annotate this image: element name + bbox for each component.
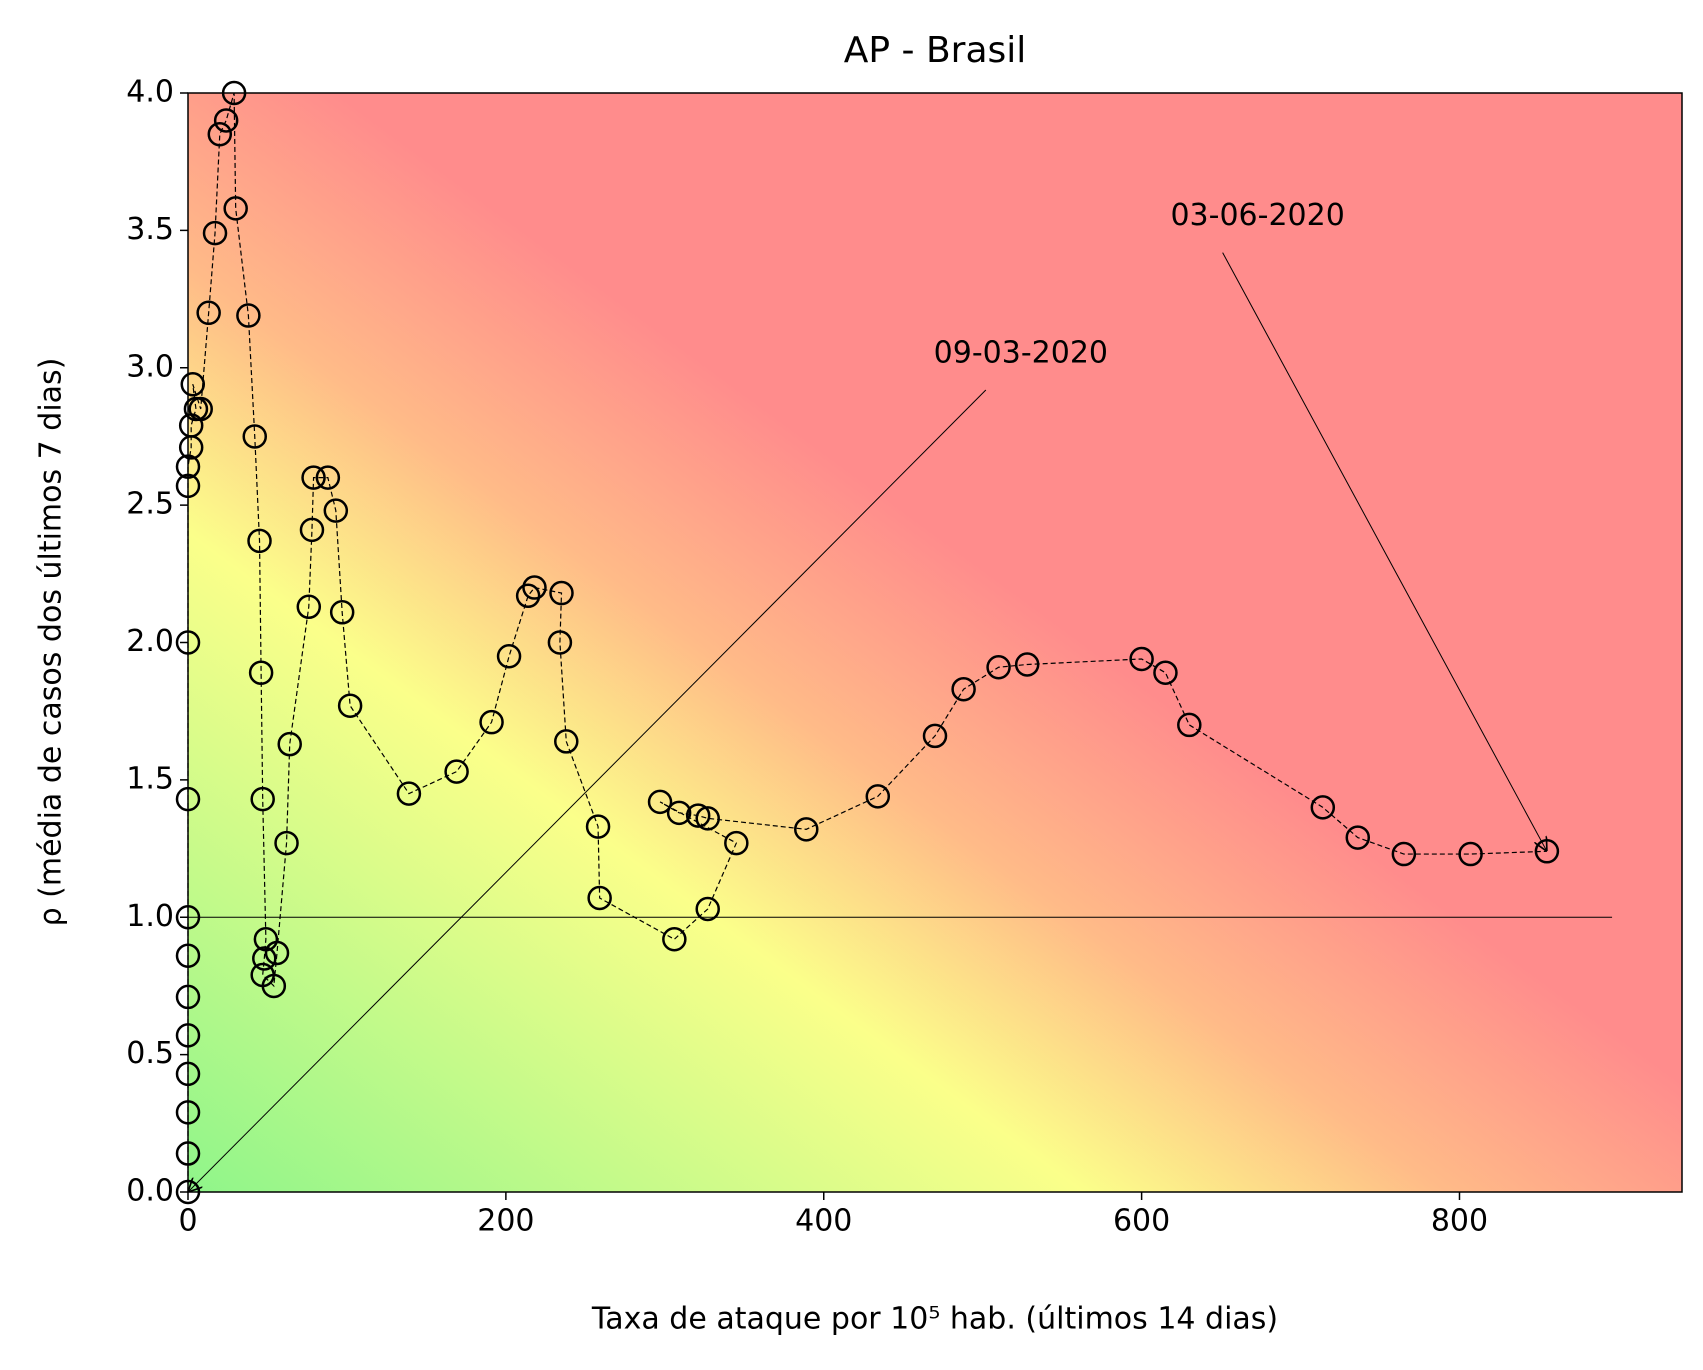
data-point [250,786,275,812]
data-point [274,830,299,856]
data-point [547,630,573,655]
data-point [724,830,749,856]
x-tick-label: 0 [178,1204,197,1239]
data-point [264,940,290,966]
data-point [1014,652,1040,677]
data-point [1391,841,1417,867]
data-point [188,396,213,422]
annotation-arrow [188,389,987,1192]
annotation-text: 09-03-2020 [934,336,1108,371]
y-tick-label: 3.0 [126,349,174,384]
data-point [252,946,277,971]
y-tick-label: 1.0 [126,899,174,934]
data-point [922,723,948,749]
data-point [444,759,469,784]
x-tick-label: 800 [1431,1204,1488,1239]
data-point [549,580,574,606]
data-point [554,729,579,754]
data-point [329,600,355,625]
data-point [865,784,891,809]
data-point [695,806,720,831]
data-point [323,498,349,523]
plot-frame [187,92,1683,1193]
data-point [247,528,272,554]
data-point [1345,825,1371,850]
data-point [396,781,422,806]
data-point [479,709,504,735]
trajectory-line [187,92,1547,1192]
x-tick-label: 200 [477,1204,534,1239]
data-point [794,817,819,842]
annotation-arrow [1222,252,1547,852]
data-point [1458,841,1483,867]
data-point [662,926,687,952]
data-point [587,885,612,911]
plot-background [188,93,1682,1192]
data-point [248,660,274,685]
data-point [585,814,611,839]
data-point [496,643,522,669]
data-point [296,594,322,620]
data-point [1310,795,1336,820]
data-point [315,465,341,490]
y-axis-label: ρ (média de casos dos últimos 7 dias) [34,358,69,927]
x-tick-label: 400 [795,1204,852,1239]
data-point [261,973,287,999]
y-tick-label: 0.5 [126,1036,174,1071]
y-tick-label: 4.0 [126,75,174,110]
data-point [666,800,692,826]
data-point [180,371,206,397]
data-point [242,424,268,449]
data-point [685,803,711,828]
data-point [196,300,221,326]
data-point [986,654,1011,680]
data-point [515,583,541,609]
chart-title: AP - Brasil [844,30,1027,71]
y-tick-label: 0.0 [126,1174,174,1209]
x-tick-label: 600 [1113,1204,1170,1239]
data-point [301,465,326,490]
data-point [1177,712,1202,738]
data-point [1129,646,1154,672]
data-point [299,517,325,543]
data-point [647,789,673,815]
data-point [337,693,363,718]
data-point [695,896,720,922]
data-point [1153,660,1178,685]
data-point [213,108,239,133]
y-tick-label: 2.5 [126,487,174,522]
x-axis-label: Taxa de ataque por 10⁵ hab. (últimos 14 … [591,1302,1278,1337]
data-point [223,196,248,221]
y-tick-label: 1.5 [126,761,174,796]
data-point [202,220,228,246]
data-point [951,676,976,702]
data-point [207,121,233,147]
annotation-text: 03-06-2020 [1170,198,1344,233]
data-point [277,731,302,757]
data-point [522,575,547,600]
y-tick-label: 3.5 [126,212,174,247]
y-tick-label: 2.0 [126,624,174,659]
data-point [236,303,261,328]
